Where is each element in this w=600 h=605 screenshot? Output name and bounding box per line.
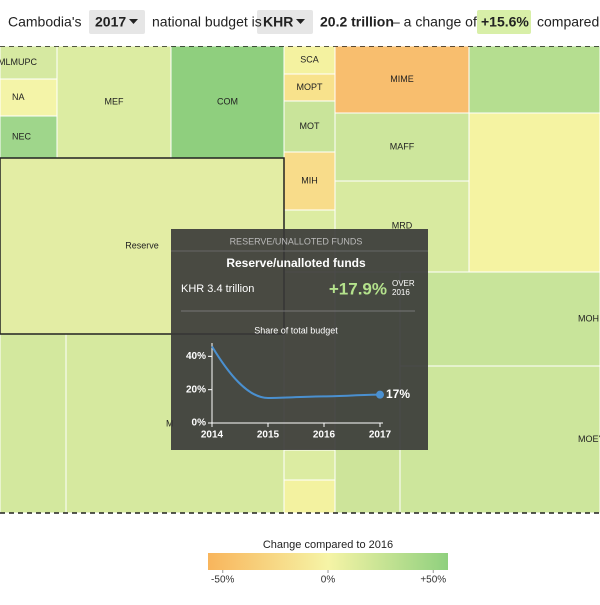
header-text: – a change of <box>392 14 477 30</box>
header-text: compared <box>537 14 599 30</box>
treemap-cell <box>468 45 600 114</box>
tooltip-over: OVER <box>392 279 415 288</box>
tooltip-amount: KHR 3.4 trillion <box>181 283 254 295</box>
treemap-cell[interactable] <box>170 45 285 159</box>
treemap-label: MOPT <box>297 82 324 92</box>
treemap-label: MIME <box>390 74 414 84</box>
header-text: KHR <box>263 14 293 30</box>
y-tick-label: 40% <box>186 351 206 362</box>
tooltip-over-year: 2016 <box>392 288 410 297</box>
treemap-label: MEF <box>105 96 125 106</box>
x-tick-label: 2016 <box>313 430 336 441</box>
treemap-cell[interactable] <box>334 45 470 114</box>
tooltip-heading: RESERVE/UNALLOTED FUNDS <box>230 236 363 246</box>
line <box>211 345 381 400</box>
treemap-label: MOH <box>578 313 599 323</box>
treemap-label: Reserve <box>125 240 159 250</box>
point <box>376 390 384 399</box>
x-tick-label: 2015 <box>257 430 280 441</box>
tooltip-change: +17.9% <box>329 279 387 298</box>
treemap-cell[interactable] <box>283 100 336 153</box>
tooltip-bg <box>171 229 428 450</box>
treemap-cell <box>468 112 600 273</box>
treemap-label: MLMUPC <box>0 57 38 67</box>
treemap-label: SCA <box>300 54 319 64</box>
header: Cambodia's 2017 national budget is KHR 20.2 … <box>0 0 600 46</box>
legend-gradient <box>208 553 448 570</box>
treemap-cell[interactable] <box>399 271 600 367</box>
dropdown-box[interactable] <box>477 10 531 34</box>
treemap-label: MOT <box>300 121 320 131</box>
legend-title: Change compared to 2016 <box>263 539 393 551</box>
treemap-label: MRD <box>392 220 413 230</box>
y-tick-label: 20% <box>186 384 206 395</box>
header-text: 20.2 trillion <box>320 14 394 30</box>
treemap-cell[interactable] <box>56 45 172 159</box>
dropdown-caret <box>296 19 305 24</box>
chart-title: Share of total budget <box>254 325 338 335</box>
dropdown-box[interactable] <box>257 10 313 34</box>
treemap-cell[interactable] <box>0 78 58 117</box>
treemap-label: MAFF <box>390 141 415 151</box>
dropdown-box[interactable] <box>89 10 145 34</box>
legend-tick-label: 0% <box>321 575 336 586</box>
treemap-label: NA <box>12 92 25 102</box>
legend-tick-label: -50% <box>211 575 234 586</box>
x-tick-label: 2017 <box>369 430 392 441</box>
y-tick-label: 0% <box>192 418 207 429</box>
treemap-label: M <box>166 418 174 428</box>
legend-tick-label: +50% <box>420 575 446 586</box>
treemap-label: MIH <box>301 175 318 185</box>
header-text: +15.6% <box>481 14 529 30</box>
header-text: 2017 <box>95 14 126 30</box>
dropdown-caret <box>129 19 138 24</box>
treemap-label: MOEY <box>578 434 600 444</box>
treemap-label: NEC <box>12 131 32 141</box>
tooltip-name: Reserve/unalloted funds <box>226 256 366 270</box>
treemap-cell[interactable] <box>399 365 600 514</box>
value-label: 17% <box>386 387 410 401</box>
treemap-label: COM <box>217 96 238 106</box>
legend: Change compared to 2016 -50% 0% +50% <box>208 539 448 586</box>
treemap-cell <box>283 479 336 514</box>
header-text: Cambodia's <box>8 14 82 30</box>
treemap-cell <box>283 449 336 481</box>
treemap-cell[interactable] <box>283 151 336 211</box>
header-text: national budget is <box>152 14 262 30</box>
x-tick-label: 2014 <box>201 430 224 441</box>
treemap-cell <box>0 333 67 514</box>
tooltip: RESERVE/UNALLOTED FUNDS Reserve/unalloted… <box>171 229 428 450</box>
